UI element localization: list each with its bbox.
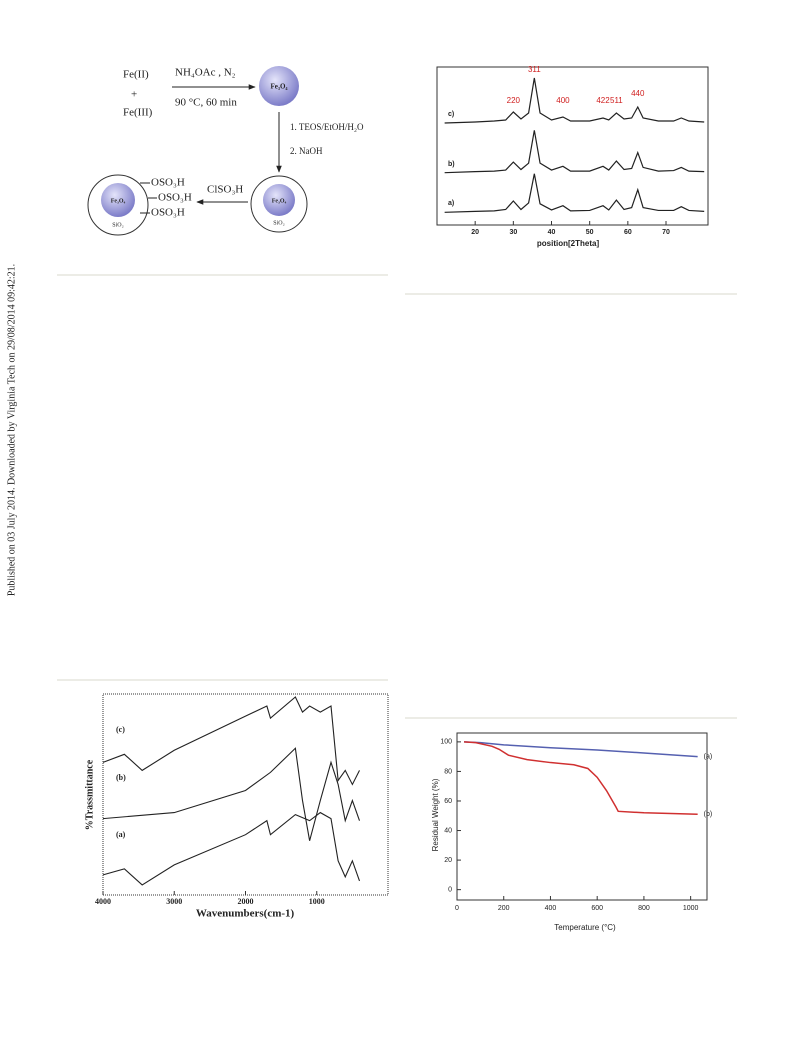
- x-tick-label: 800: [638, 905, 650, 912]
- group: OSO₃H: [151, 177, 185, 189]
- x-tick-label: 60: [624, 229, 632, 236]
- xrd-line: [444, 130, 705, 174]
- y-tick-label: 20: [444, 857, 452, 864]
- xrd-line: [444, 77, 705, 124]
- shell-label: SiO₂: [112, 222, 123, 228]
- shell-label: SiO₂: [273, 220, 284, 226]
- reactant: Fe(II): [123, 69, 149, 81]
- x-tick-label: 400: [545, 905, 557, 912]
- core-label: Fe₃O₄: [270, 83, 288, 91]
- legend-label: c): [448, 111, 454, 118]
- peak-label: 422: [596, 96, 610, 105]
- reactant: Fe(III): [123, 107, 153, 119]
- margin-note: Published on 03 July 2014. Downloaded by…: [6, 264, 17, 596]
- legend-label: b): [448, 161, 455, 168]
- legend-label: a): [448, 200, 454, 207]
- peak-label: 400: [556, 96, 570, 105]
- xrd-line: [444, 173, 705, 213]
- reagent: NH₄OAc , N₂: [175, 67, 236, 79]
- x-tick-label: 3000: [166, 897, 182, 906]
- y-tick-label: 60: [444, 798, 452, 805]
- scheme: Fe(II) + Fe(III) NH₄OAc , N₂ 90 °C, 60 m…: [87, 66, 364, 236]
- x-tick-label: 200: [498, 905, 510, 912]
- x-axis-label: Wavenumbers(cm-1): [196, 908, 295, 920]
- legend-label: (a): [116, 830, 126, 839]
- particle: [263, 184, 295, 216]
- x-tick-label: 4000: [95, 897, 111, 906]
- core-label: Fe₃O₄: [111, 198, 126, 204]
- peak-label: 311: [528, 65, 541, 74]
- xrd-frame: [436, 66, 709, 226]
- ir-frame: [102, 693, 389, 896]
- legend-label: (b): [704, 811, 713, 818]
- peak-label: 440: [631, 89, 645, 98]
- particle: [101, 183, 135, 217]
- tga-line: [463, 741, 698, 758]
- ir-line: [102, 747, 361, 841]
- x-tick-label: 0: [455, 905, 459, 912]
- x-tick-label: 600: [591, 905, 603, 912]
- group: OSO₃H: [151, 207, 185, 219]
- y-tick-label: 100: [440, 739, 452, 746]
- tga-line: [463, 741, 698, 816]
- x-axis-label: position[2Theta]: [537, 239, 600, 248]
- legend-label: (a): [704, 753, 713, 760]
- x-tick-label: 40: [548, 229, 556, 236]
- peak-label: 511: [610, 96, 623, 105]
- reagent: ClSO₃H: [207, 184, 243, 196]
- reagent: 2. NaOH: [290, 146, 323, 156]
- particle: [259, 66, 299, 106]
- ir-line: [102, 811, 361, 886]
- x-tick-label: 70: [662, 229, 670, 236]
- core-label: Fe₃O₄: [272, 198, 287, 204]
- legend-label: (c): [116, 725, 125, 734]
- plus: +: [131, 89, 137, 101]
- ir-line: [102, 696, 360, 786]
- x-tick-label: 50: [586, 229, 594, 236]
- tga-frame: [456, 732, 708, 901]
- y-tick-label: 0: [448, 886, 452, 893]
- legend-label: (b): [116, 773, 126, 782]
- x-tick-label: 1000: [309, 897, 325, 906]
- y-tick-label: 80: [444, 768, 452, 775]
- x-tick-label: 1000: [683, 905, 699, 912]
- conditions: 90 °C, 60 min: [175, 97, 237, 109]
- y-tick-label: 40: [444, 827, 452, 834]
- group: OSO₃H: [158, 192, 192, 204]
- peak-label: 220: [507, 96, 521, 105]
- x-axis-label: Temperature (°C): [554, 923, 616, 932]
- y-axis-label: Residual Weight (%): [431, 778, 440, 851]
- x-tick-label: 30: [509, 229, 517, 236]
- y-axis-label: %Trassmittance: [84, 759, 95, 830]
- reagent: 1. TEOS/EtOH/H₂O: [290, 122, 364, 132]
- x-tick-label: 20: [471, 229, 479, 236]
- x-tick-label: 2000: [238, 897, 254, 906]
